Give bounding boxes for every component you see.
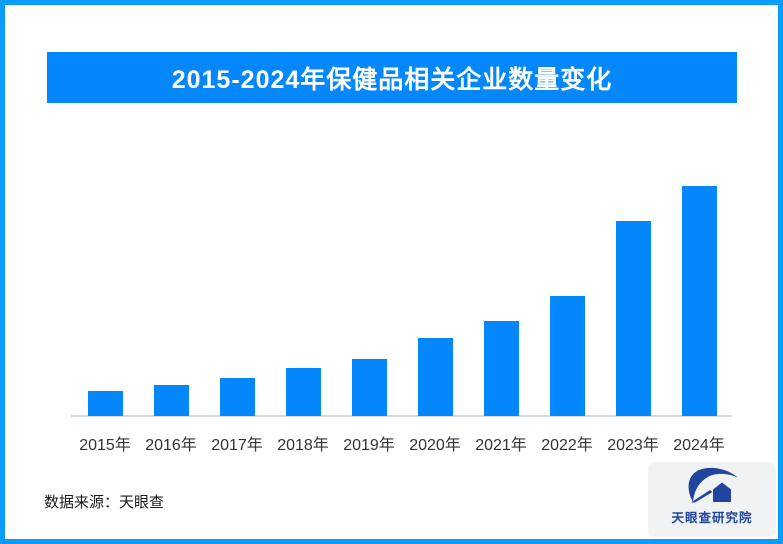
x-tick-label-2019年: 2019年 xyxy=(343,437,395,454)
x-tick-label-2023年: 2023年 xyxy=(607,437,659,454)
chart-title-banner: 2015-2024年保健品相关企业数量变化 xyxy=(47,52,737,103)
tianyancha-logo-card: 天眼查研究院 xyxy=(648,462,776,537)
x-tick-label-2020年: 2020年 xyxy=(409,437,461,454)
bar-2016年 xyxy=(153,385,189,416)
data-source-text: 数据来源：天眼查 xyxy=(44,494,165,511)
x-tick-label-2017年: 2017年 xyxy=(211,437,263,454)
x-tick-label-2022年: 2022年 xyxy=(541,437,593,454)
bar-2022年 xyxy=(549,296,585,416)
x-tick-label-2021年: 2021年 xyxy=(475,437,527,454)
x-tick-label-2024年: 2024年 xyxy=(673,437,725,454)
x-tick-label-2015年: 2015年 xyxy=(79,437,131,454)
tianyancha-logo-text: 天眼查研究院 xyxy=(671,511,753,525)
tianyancha-logo-icon xyxy=(688,467,738,503)
x-axis-line xyxy=(71,415,732,417)
bar-2021年 xyxy=(483,321,519,416)
bar-2019年 xyxy=(351,359,387,416)
chart-title: 2015-2024年保健品相关企业数量变化 xyxy=(171,65,613,94)
bar-2015年 xyxy=(87,391,123,416)
bar-2020年 xyxy=(417,338,453,416)
bar-2023年 xyxy=(615,221,651,416)
bar-2024年 xyxy=(681,186,717,416)
bar-2018年 xyxy=(285,368,321,416)
bar-2017年 xyxy=(219,378,255,416)
x-tick-label-2016年: 2016年 xyxy=(145,437,197,454)
x-tick-label-2018年: 2018年 xyxy=(277,437,329,454)
